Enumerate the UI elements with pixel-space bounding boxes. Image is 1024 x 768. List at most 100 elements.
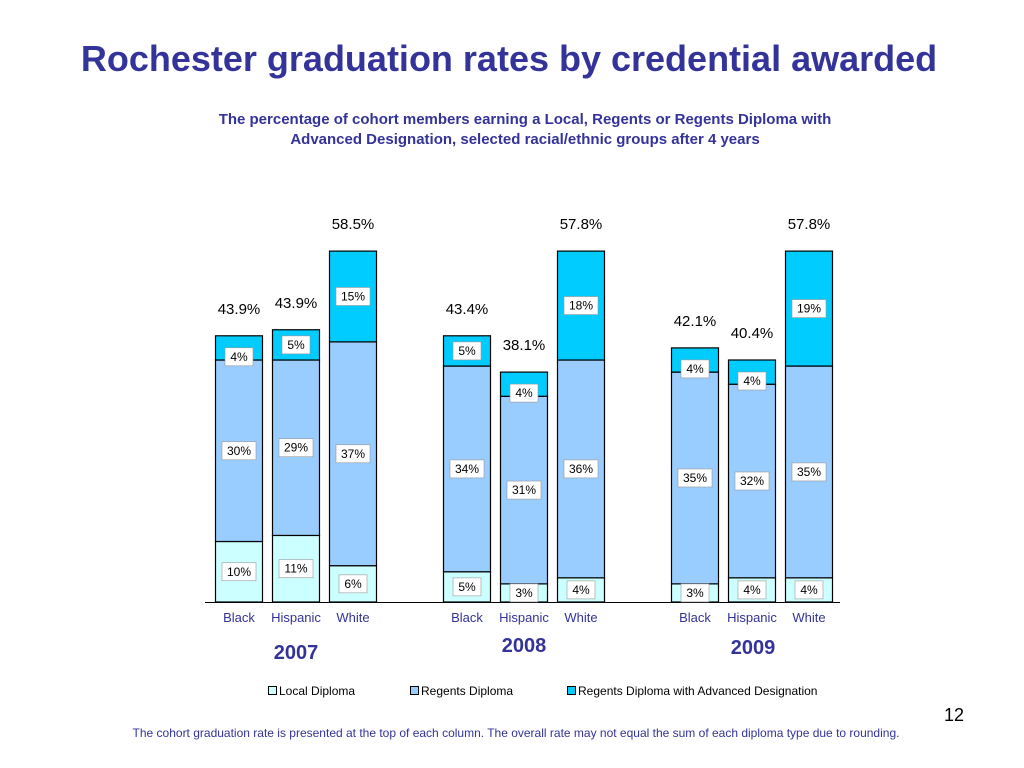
segment-label-text: 30% <box>227 444 251 458</box>
segment-label-regents-hispanic-2007: 29% <box>278 438 314 458</box>
segment-label-advanced-black-2008: 5% <box>452 341 482 361</box>
segment-label-local-black-2008: 5% <box>452 577 482 597</box>
category-label-black-2008: Black <box>451 610 483 625</box>
segment-label-box <box>506 480 542 500</box>
segment-label-regents-black-2008: 34% <box>449 459 485 479</box>
legend-swatch-local <box>268 686 277 695</box>
segment-label-text: 32% <box>740 474 764 488</box>
segment-label-text: 3% <box>686 586 704 600</box>
total-label-hispanic-2009: 40.4% <box>731 325 774 342</box>
segment-label-box <box>509 583 539 603</box>
segment-label-advanced-hispanic-2007: 5% <box>281 335 311 355</box>
segment-label-local-hispanic-2008: 3% <box>509 583 539 603</box>
category-label-hispanic-2007: Hispanic <box>271 610 321 625</box>
segment-label-text: 4% <box>743 583 761 597</box>
segment-label-box <box>791 462 827 482</box>
segment-label-box <box>221 441 257 461</box>
segment-label-text: 31% <box>512 483 536 497</box>
segment-label-box <box>452 341 482 361</box>
legend-item-advanced: Regents Diploma with Advanced Designatio… <box>567 684 817 698</box>
category-label-hispanic-2009: Hispanic <box>727 610 777 625</box>
segment-label-box <box>449 459 485 479</box>
legend-item-regents: Regents Diploma <box>410 684 513 698</box>
segment-label-text: 11% <box>284 562 307 576</box>
segment-label-box <box>221 562 257 582</box>
segment-label-box <box>278 559 314 579</box>
segment-label-text: 10% <box>227 565 251 579</box>
legend-label-advanced: Regents Diploma with Advanced Designatio… <box>578 684 818 698</box>
segment-label-text: 35% <box>797 465 821 479</box>
segment-label-advanced-white-2008: 18% <box>563 296 599 315</box>
page-title: Rochester graduation rates by credential… <box>80 38 938 79</box>
segment-label-box <box>224 347 254 367</box>
segment-label-text: 36% <box>569 462 593 476</box>
category-label-black-2009: Black <box>679 610 711 625</box>
segment-label-text: 29% <box>284 441 308 455</box>
segment-label-advanced-hispanic-2008: 4% <box>509 383 539 403</box>
segment-label-regents-white-2009: 35% <box>791 462 827 482</box>
segment-label-box <box>794 580 824 600</box>
segment-label-text: 5% <box>458 344 476 358</box>
legend-swatch-advanced <box>567 686 576 695</box>
chart-legend: Local Diploma Regents Diploma Regents Di… <box>268 684 868 700</box>
segment-label-text: 6% <box>344 577 362 591</box>
segment-label-box <box>338 574 368 594</box>
segment-label-regents-hispanic-2008: 31% <box>506 480 542 500</box>
segment-label-text: 4% <box>230 350 248 364</box>
segment-label-text: 4% <box>686 362 704 376</box>
total-label-white-2008: 57.8% <box>560 216 603 233</box>
legend-label-local: Local Diploma <box>279 684 356 698</box>
total-label-black-2007: 43.9% <box>218 301 261 318</box>
subtitle-line-1: The percentage of cohort members earning… <box>218 111 832 128</box>
segment-label-advanced-white-2007: 15% <box>335 287 371 306</box>
segment-label-box <box>566 580 596 600</box>
segment-label-box <box>680 583 710 603</box>
segment-label-box <box>335 444 371 464</box>
category-label-white-2007: White <box>336 610 369 625</box>
segment-label-local-hispanic-2009: 4% <box>737 580 767 600</box>
total-label-white-2009: 57.8% <box>788 216 831 233</box>
segment-label-box <box>734 471 770 491</box>
segment-label-box <box>278 438 314 458</box>
segment-label-box <box>791 299 827 318</box>
segment-label-text: 18% <box>569 299 593 313</box>
segment-label-box <box>281 335 311 355</box>
segment-label-local-white-2007: 6% <box>338 574 368 594</box>
category-label-black-2007: Black <box>223 610 255 625</box>
segment-label-text: 4% <box>572 583 590 597</box>
segment-label-advanced-white-2009: 19% <box>791 299 827 318</box>
total-label-black-2009: 42.1% <box>674 313 717 330</box>
page-number: 12 <box>943 705 964 725</box>
category-label-white-2009: White <box>792 610 825 625</box>
segment-label-local-black-2009: 3% <box>680 583 710 603</box>
segment-label-text: 15% <box>341 289 365 303</box>
total-label-white-2007: 58.5% <box>332 216 375 233</box>
segment-label-local-white-2008: 4% <box>566 580 596 600</box>
segment-label-regents-black-2009: 35% <box>677 468 713 488</box>
footnote: The cohort graduation rate is presented … <box>132 726 900 740</box>
segment-label-local-white-2009: 4% <box>794 580 824 600</box>
segment-label-box <box>509 383 539 403</box>
segment-label-local-hispanic-2007: 11% <box>278 559 314 579</box>
legend-item-local: Local Diploma <box>268 684 355 698</box>
category-label-white-2008: White <box>564 610 597 625</box>
legend-label-regents: Regents Diploma <box>421 684 514 698</box>
segment-label-local-black-2007: 10% <box>221 562 257 582</box>
segment-label-text: 19% <box>797 302 821 316</box>
segment-label-text: 4% <box>743 374 761 388</box>
total-label-hispanic-2008: 38.1% <box>503 337 546 354</box>
segment-label-box <box>563 296 599 315</box>
category-label-hispanic-2008: Hispanic <box>499 610 549 625</box>
segment-label-text: 35% <box>683 471 707 485</box>
segment-label-regents-hispanic-2009: 32% <box>734 471 770 491</box>
segment-label-box <box>335 287 371 306</box>
segment-label-text: 4% <box>515 386 533 400</box>
segment-label-regents-black-2007: 30% <box>221 441 257 461</box>
total-label-black-2008: 43.4% <box>446 301 489 318</box>
segment-label-box <box>680 359 710 379</box>
group-label-2009: 2009 <box>731 637 776 659</box>
segment-label-regents-white-2007: 37% <box>335 444 371 464</box>
segment-label-advanced-black-2007: 4% <box>224 347 254 367</box>
total-label-hispanic-2007: 43.9% <box>275 295 318 312</box>
